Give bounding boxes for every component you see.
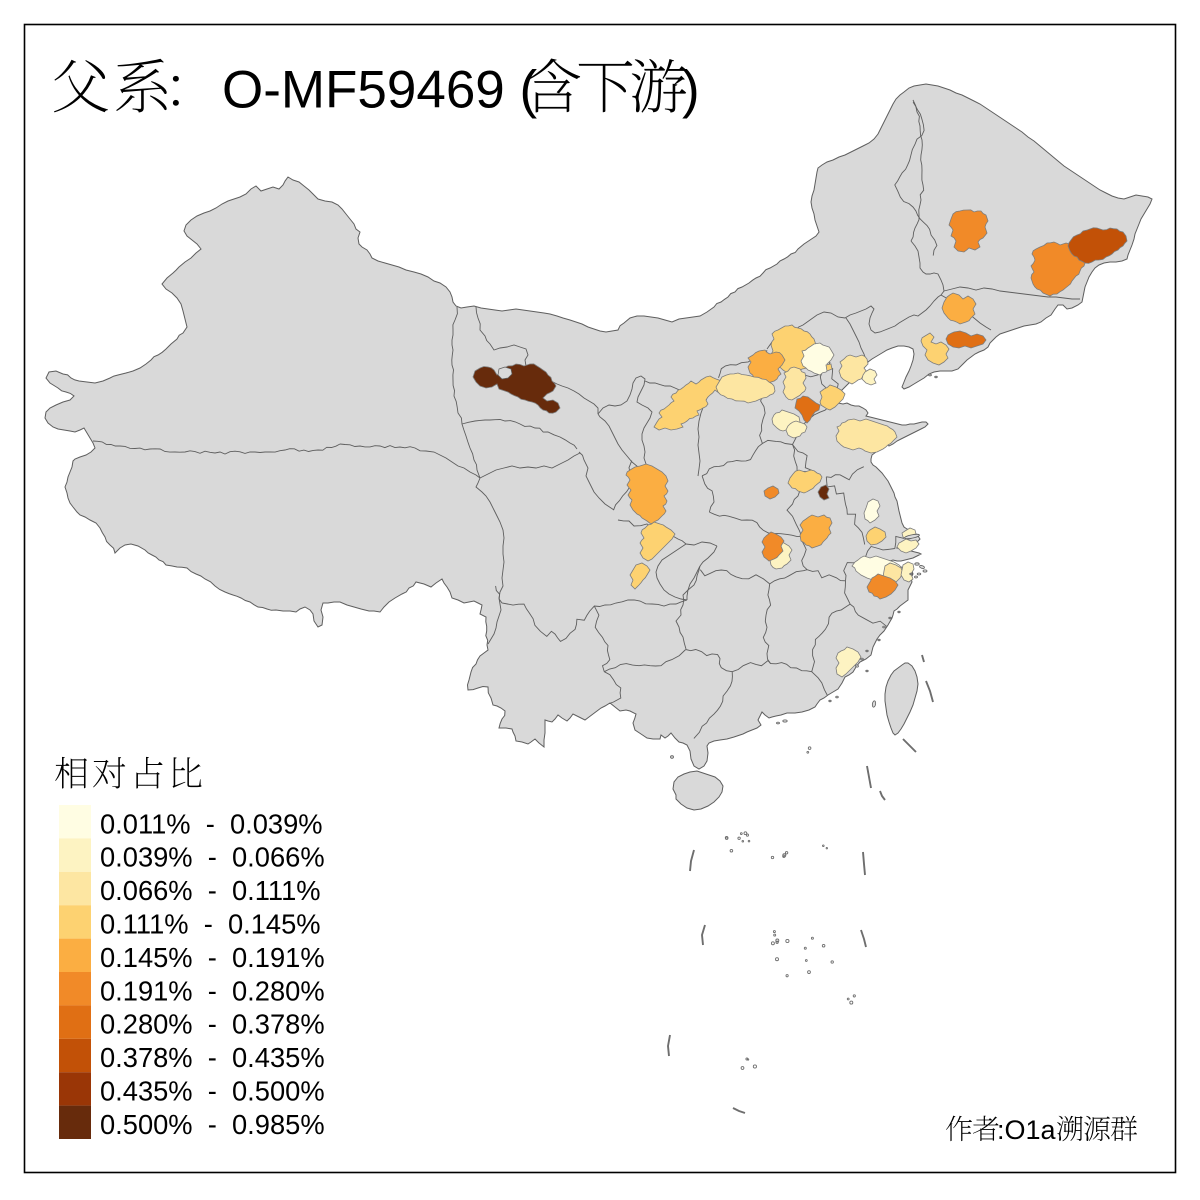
svg-text:0.500% - 0.985%: 0.500% - 0.985%: [100, 1109, 325, 1140]
svg-text:): ): [682, 61, 700, 120]
svg-text:0.280% - 0.378%: 0.280% - 0.378%: [100, 1009, 325, 1040]
svg-text:O-MF59469 (: O-MF59469 (: [222, 61, 538, 120]
svg-text:0.435% - 0.500%: 0.435% - 0.500%: [100, 1076, 325, 1107]
svg-text:0.145% - 0.191%: 0.145% - 0.191%: [100, 942, 325, 973]
svg-text:0.111% - 0.145%: 0.111% - 0.145%: [100, 909, 321, 940]
svg-text:0.066% - 0.111%: 0.066% - 0.111%: [100, 875, 321, 906]
svg-text:0.039% - 0.066%: 0.039% - 0.066%: [100, 842, 325, 873]
svg-text:0.191% - 0.280%: 0.191% - 0.280%: [100, 975, 325, 1006]
svg-text:0.011% - 0.039%: 0.011% - 0.039%: [100, 808, 323, 839]
svg-text:0.378% - 0.435%: 0.378% - 0.435%: [100, 1042, 325, 1073]
svg-text::O1a: :O1a: [997, 1115, 1057, 1145]
